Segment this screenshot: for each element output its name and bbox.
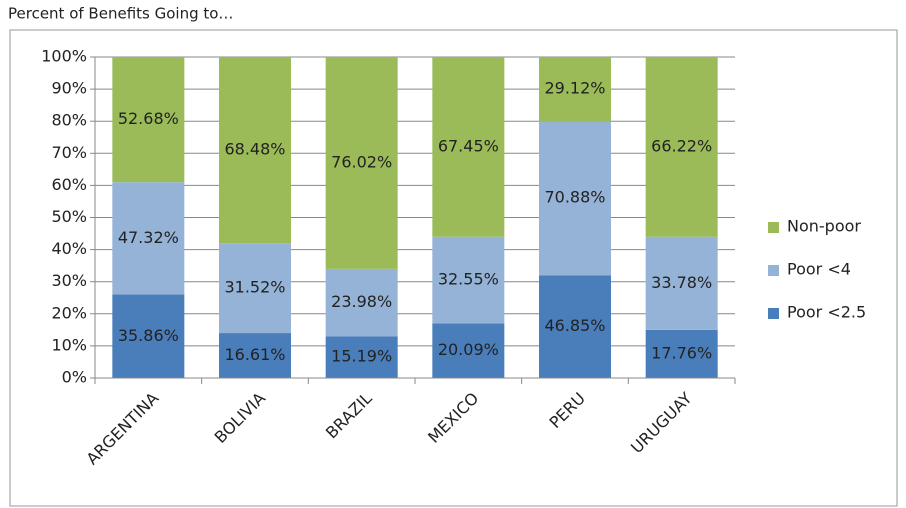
bar-segment xyxy=(645,57,718,237)
bar-segment xyxy=(112,57,185,183)
segment-annotation: 20.09% xyxy=(438,340,499,359)
bar-segment xyxy=(539,57,611,122)
y-tick-label: 60% xyxy=(51,175,87,194)
bar-segment xyxy=(219,333,291,378)
legend-label: Non-poor xyxy=(787,217,861,236)
segment-annotation: 35.86% xyxy=(118,326,179,345)
bar-segment xyxy=(219,243,291,334)
segment-annotation: 17.76% xyxy=(651,343,712,362)
y-tick-label: 0% xyxy=(62,368,87,387)
bar-segment xyxy=(645,329,718,378)
bar-segment xyxy=(645,236,718,330)
y-tick-label: 90% xyxy=(51,79,87,98)
segment-annotation: 67.45% xyxy=(438,136,499,155)
y-tick-label: 10% xyxy=(51,335,87,354)
chart-subtitle: Percent of Benefits Going to… xyxy=(8,5,233,23)
y-tick-label: 70% xyxy=(51,143,87,162)
segment-annotation: 16.61% xyxy=(224,345,285,364)
bar-segment xyxy=(219,57,291,244)
segment-annotation: 70.88% xyxy=(544,188,605,207)
segment-annotation: 76.02% xyxy=(331,152,392,171)
legend-swatch xyxy=(768,265,779,276)
segment-annotation: 29.12% xyxy=(544,79,605,98)
segment-annotation: 31.52% xyxy=(224,278,285,297)
segment-annotation: 68.48% xyxy=(224,140,285,159)
segment-annotation: 33.78% xyxy=(651,273,712,292)
y-tick-label: 20% xyxy=(51,303,87,322)
segment-annotation: 52.68% xyxy=(118,109,179,128)
legend-label: Poor <2.5 xyxy=(787,303,866,322)
bar-segment xyxy=(539,121,611,276)
bar-segment xyxy=(539,275,611,378)
legend-swatch xyxy=(768,308,779,319)
segment-annotation: 46.85% xyxy=(544,316,605,335)
y-tick-label: 40% xyxy=(51,239,87,258)
bar-segment xyxy=(325,268,398,337)
segment-annotation: 23.98% xyxy=(331,292,392,311)
bar-segment xyxy=(432,236,505,324)
bar-segment xyxy=(112,294,185,378)
segment-annotation: 32.55% xyxy=(438,270,499,289)
segment-annotation: 47.32% xyxy=(118,228,179,247)
legend-swatch xyxy=(768,222,779,233)
bar-segment xyxy=(432,323,505,378)
segment-annotation: 15.19% xyxy=(331,347,392,366)
y-tick-label: 30% xyxy=(51,271,87,290)
segment-annotation: 66.22% xyxy=(651,136,712,155)
bar-segment xyxy=(325,57,398,269)
bar-segment xyxy=(112,182,185,295)
bar-segment xyxy=(432,57,505,237)
y-tick-label: 100% xyxy=(41,47,87,66)
legend-label: Poor <4 xyxy=(787,260,851,279)
bar-segment xyxy=(325,336,398,378)
y-tick-label: 80% xyxy=(51,111,87,130)
y-tick-label: 50% xyxy=(51,207,87,226)
